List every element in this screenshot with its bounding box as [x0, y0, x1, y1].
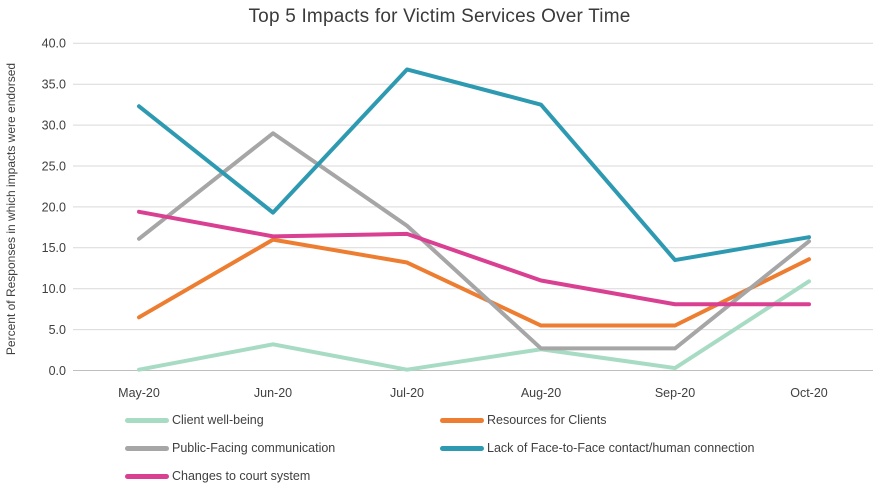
y-tick-label: 5.0	[49, 323, 66, 337]
legend-swatch	[125, 417, 169, 423]
y-tick-label: 10.0	[42, 282, 66, 296]
series-line-lack-of-face-to-face-contact-human-connection	[137, 67, 811, 263]
legend-label: Resources for Clients	[487, 413, 607, 427]
series-line-changes-to-court-system	[137, 209, 811, 307]
x-axis-label: Sep-20	[655, 386, 695, 400]
legend-item: Resources for Clients	[440, 410, 607, 430]
x-axis-label: Jul-20	[390, 386, 424, 400]
chart-title: Top 5 Impacts for Victim Services Over T…	[248, 6, 631, 27]
legend-swatch	[440, 417, 484, 423]
y-tick-label: 25.0	[42, 159, 66, 173]
legend-label: Lack of Face-to-Face contact/human conne…	[487, 441, 755, 455]
series-line-public-facing-communication	[137, 131, 811, 351]
x-axis-label: May-20	[118, 386, 160, 400]
y-tick-label: 35.0	[42, 78, 66, 92]
y-tick-label: 40.0	[42, 37, 66, 51]
legend-label: Public-Facing communication	[172, 441, 336, 455]
legend-item: Client well-being	[125, 410, 264, 430]
x-axis-label: Aug-20	[521, 386, 561, 400]
legend-item: Public-Facing communication	[125, 438, 335, 458]
legend-label: Client well-being	[172, 413, 264, 427]
legend-label: Changes to court system	[172, 469, 311, 483]
series-line-client-well-being	[137, 279, 811, 372]
legend-swatch	[125, 445, 169, 451]
y-tick-label: 20.0	[42, 200, 66, 214]
x-axis-label: Jun-20	[254, 386, 292, 400]
legend-swatch	[440, 445, 484, 451]
series-line-resources-for-clients	[137, 237, 811, 328]
y-tick-label: 0.0	[49, 364, 66, 378]
legend-item: Lack of Face-to-Face contact/human conne…	[440, 438, 755, 458]
x-axis-label: Oct-20	[790, 386, 828, 400]
legend-item: Changes to court system	[125, 466, 310, 486]
legend-swatch	[125, 473, 169, 479]
y-tick-label: 30.0	[42, 118, 66, 132]
y-axis-title: Percent of Responses in which impacts we…	[4, 62, 18, 356]
y-tick-label: 15.0	[42, 241, 66, 255]
